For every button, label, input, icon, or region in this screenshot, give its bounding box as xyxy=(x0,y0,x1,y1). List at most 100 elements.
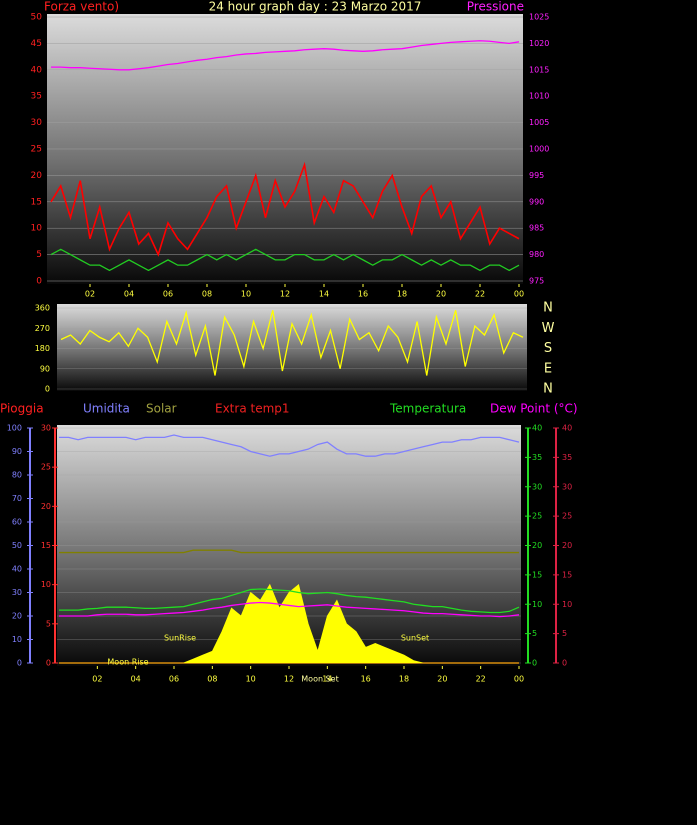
x-tick-label: 02 xyxy=(92,675,102,684)
x-tick-label: 00 xyxy=(514,290,524,299)
y2-tick-label: 1025 xyxy=(529,13,549,22)
y-tick-label: 90 xyxy=(40,364,50,373)
y2-tick-label: 1015 xyxy=(529,65,549,74)
y2-tick-label: 5 xyxy=(532,629,537,638)
x-tick-label: 04 xyxy=(124,290,134,299)
y-tick-label: 0 xyxy=(36,277,42,287)
series-area xyxy=(59,583,519,664)
y-tick-label: 20 xyxy=(41,502,51,511)
y2-tick-label: 980 xyxy=(529,250,544,259)
legend-entry: Pioggia xyxy=(0,402,44,416)
y-tick-label: 25 xyxy=(41,463,51,472)
x-tick-label: 02 xyxy=(85,290,95,299)
x-tick-label: 14 xyxy=(319,290,329,299)
series-line xyxy=(50,248,520,272)
x-tick-label: 00 xyxy=(514,675,524,684)
x-tick-label: 10 xyxy=(241,290,251,299)
y1-tick-label: 50 xyxy=(12,541,22,550)
x-tick-label: 22 xyxy=(476,675,486,684)
y2-tick-label: 985 xyxy=(529,224,544,233)
series-line xyxy=(59,588,520,614)
x-tick-label: 22 xyxy=(475,290,485,299)
y1-tick-label: 20 xyxy=(12,612,22,621)
y-tick-label: 5 xyxy=(46,619,51,628)
x-tick-label: 16 xyxy=(361,675,371,684)
legend-entry: Extra temp1 xyxy=(215,402,290,416)
plot-area xyxy=(57,304,527,391)
y1-tick-label: 80 xyxy=(12,471,22,480)
y1-tick-label: 0 xyxy=(17,659,22,668)
y-tick-label: 15 xyxy=(41,541,51,550)
x-tick-label: 08 xyxy=(202,290,212,299)
x-tick-label: 10 xyxy=(246,675,256,684)
y2-tick-label: 995 xyxy=(529,171,544,180)
y-tick-label: 0 xyxy=(45,385,50,394)
legend-entry: Umidita xyxy=(83,402,130,416)
x-tick-label: 16 xyxy=(358,290,368,299)
series-line xyxy=(60,309,524,376)
annotation: SunSet xyxy=(401,634,429,643)
y3-tick-label: 0 xyxy=(562,659,567,668)
y-tick-label: 30 xyxy=(41,424,51,433)
y2-tick-label: 1000 xyxy=(529,145,549,154)
y2-axis-title: Pressione xyxy=(467,0,524,14)
y2-tick-label: 30 xyxy=(532,482,542,491)
y2-tick-label: 25 xyxy=(532,512,542,521)
y1-tick-label: 10 xyxy=(12,635,22,644)
y2-tick-label: 20 xyxy=(532,541,542,550)
y2-tick-label: E xyxy=(544,361,552,376)
y3-tick-label: 30 xyxy=(562,482,572,491)
x-tick-label: 20 xyxy=(437,675,447,684)
y2-tick-label: N xyxy=(543,301,553,316)
x-tick-label: 12 xyxy=(280,290,290,299)
y3-tick-label: 15 xyxy=(562,570,572,579)
y2-tick-label: 1005 xyxy=(529,118,549,127)
y-tick-label: 0 xyxy=(46,659,51,668)
x-tick-label: 18 xyxy=(399,675,409,684)
annotation: Moon Rise xyxy=(107,658,148,667)
y-tick-label: 270 xyxy=(35,324,50,333)
y-tick-label: 10 xyxy=(41,580,51,589)
y-tick-label: 20 xyxy=(31,171,43,181)
y2-tick-label: 35 xyxy=(532,453,542,462)
y-axis-title: Forza vento) xyxy=(44,0,119,14)
y2-tick-label: N xyxy=(543,382,553,397)
legend-entry: Temperatura xyxy=(389,402,466,416)
y-tick-label: 25 xyxy=(31,145,42,155)
y1-tick-label: 60 xyxy=(12,518,22,527)
y2-tick-label: W xyxy=(542,321,555,336)
y-tick-label: 35 xyxy=(31,92,42,102)
y2-tick-label: 975 xyxy=(529,277,544,286)
y-tick-label: 10 xyxy=(31,224,43,234)
y-tick-label: 5 xyxy=(36,250,42,260)
series-line xyxy=(50,161,520,257)
x-tick-label: 20 xyxy=(436,290,446,299)
x-tick-label: 14 xyxy=(322,675,332,684)
legend-entry: Dew Point (°C) xyxy=(490,402,578,416)
y-tick-label: 40 xyxy=(31,65,43,75)
y3-tick-label: 25 xyxy=(562,512,572,521)
y1-tick-label: 70 xyxy=(12,494,22,503)
x-tick-label: 18 xyxy=(397,290,407,299)
x-tick-label: 04 xyxy=(131,675,141,684)
y-tick-label: 30 xyxy=(31,118,43,128)
y3-tick-label: 40 xyxy=(562,424,572,433)
y2-tick-label: 990 xyxy=(529,197,544,206)
y1-tick-label: 90 xyxy=(12,447,22,456)
y2-tick-label: 10 xyxy=(532,600,542,609)
x-tick-label: 08 xyxy=(207,675,217,684)
annotation: Moon Set xyxy=(301,675,338,684)
y1-tick-label: 40 xyxy=(12,565,22,574)
x-tick-label: 12 xyxy=(284,675,294,684)
chart-title: 24 hour graph day : 23 Marzo 2017 xyxy=(209,0,422,14)
annotation: SunRise xyxy=(164,634,196,643)
y2-tick-label: S xyxy=(544,341,552,356)
y3-tick-label: 5 xyxy=(562,629,567,638)
y-tick-label: 360 xyxy=(35,304,50,313)
series-line xyxy=(59,601,520,618)
series-line xyxy=(59,434,520,457)
legend-entry: Solar xyxy=(146,402,177,416)
y2-tick-label: 40 xyxy=(532,424,542,433)
